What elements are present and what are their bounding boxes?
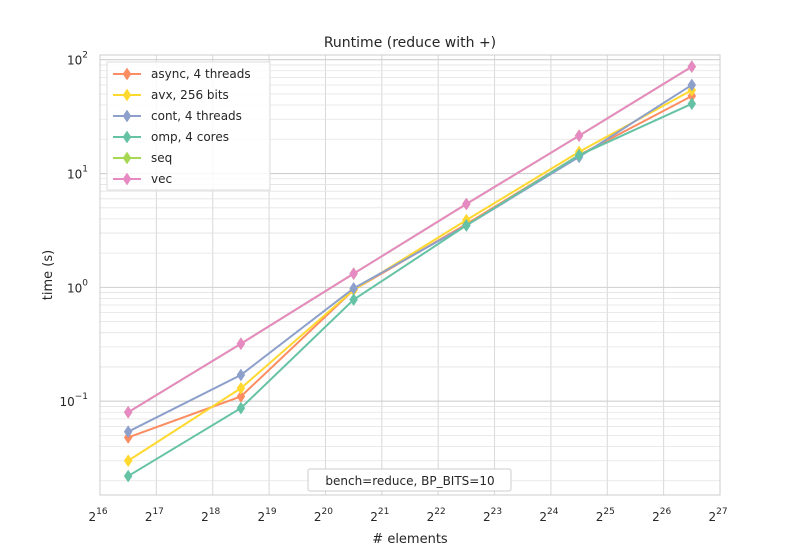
x-tick-label: 218 — [201, 507, 220, 524]
x-axis-label: # elements — [372, 532, 448, 547]
x-tick-label: 220 — [314, 507, 333, 524]
data-point — [687, 97, 697, 111]
legend-entry: avx, 256 bits — [113, 88, 229, 102]
data-point — [123, 469, 133, 483]
data-point — [462, 218, 471, 232]
x-tick-label: 221 — [370, 507, 389, 524]
legend-marker — [122, 67, 132, 81]
legend-marker — [122, 109, 132, 123]
x-tick-label: 216 — [88, 507, 107, 524]
annotation-text: bench=reduce, BP_BITS=10 — [325, 474, 494, 488]
data-point — [236, 337, 246, 351]
legend: async, 4 threads avx, 256 bits cont, 4 thr… — [106, 61, 271, 191]
series-line — [127, 65, 693, 414]
x-tick-labels: 216 217 218 219 220 221 222 223 224 225 226 227 — [88, 507, 727, 524]
series-3 — [123, 97, 697, 483]
x-tick-label: 227 — [708, 507, 727, 524]
data-point — [236, 368, 246, 382]
y-tick-label: 102 — [67, 51, 88, 68]
y-tick-label: 100 — [67, 278, 88, 295]
data-point — [123, 425, 133, 439]
data-point — [687, 78, 697, 92]
series-line — [127, 102, 693, 477]
x-tick-label: 224 — [539, 507, 558, 524]
legend-entries: async, 4 threads avx, 256 bits cont, 4 thr… — [113, 67, 251, 186]
legend-label: omp, 4 cores — [151, 130, 229, 144]
data-point — [349, 267, 358, 281]
series-5 — [123, 60, 697, 419]
data-point — [687, 60, 697, 74]
legend-entry: async, 4 threads — [113, 67, 251, 81]
chart-title: Runtime (reduce with +) — [324, 35, 496, 51]
legend-label: vec — [151, 172, 172, 186]
x-tick-label: 226 — [652, 507, 671, 524]
legend-label: seq — [151, 151, 172, 165]
legend-label: async, 4 threads — [151, 67, 251, 81]
legend-marker — [122, 151, 132, 165]
plot-frame — [99, 54, 721, 496]
data-point — [123, 405, 133, 419]
x-tick-label: 223 — [483, 507, 502, 524]
series-line — [127, 89, 693, 462]
annotation: bench=reduce, BP_BITS=10 — [307, 468, 512, 492]
legend-box — [106, 61, 271, 191]
data-point — [462, 197, 471, 211]
x-tick-label: 217 — [145, 507, 164, 524]
legend-marker — [122, 172, 132, 186]
series-line — [127, 84, 693, 433]
legend-label: cont, 4 threads — [151, 109, 242, 123]
y-tick-labels: 10−1 100 101 102 — [59, 51, 88, 409]
series-layer — [123, 60, 697, 483]
data-point — [574, 148, 584, 162]
legend-entry: vec — [113, 172, 172, 186]
legend-marker — [122, 130, 132, 144]
legend-label: avx, 256 bits — [151, 88, 229, 102]
x-tick-label: 225 — [596, 507, 615, 524]
y-axis-label: time (s) — [41, 250, 56, 300]
x-tick-label: 219 — [258, 507, 277, 524]
y-tick-label: 101 — [67, 165, 88, 182]
annotation-box — [307, 468, 512, 492]
x-tick-label: 222 — [427, 507, 446, 524]
data-point — [349, 293, 358, 307]
data-point — [236, 381, 246, 395]
data-point — [574, 129, 584, 143]
data-point — [236, 401, 246, 415]
legend-marker — [122, 88, 132, 102]
legend-entry: omp, 4 cores — [113, 130, 229, 144]
data-point — [123, 454, 133, 468]
legend-entry: seq — [113, 151, 172, 165]
y-tick-label: 10−1 — [59, 392, 88, 409]
legend-entry: cont, 4 threads — [113, 109, 242, 123]
